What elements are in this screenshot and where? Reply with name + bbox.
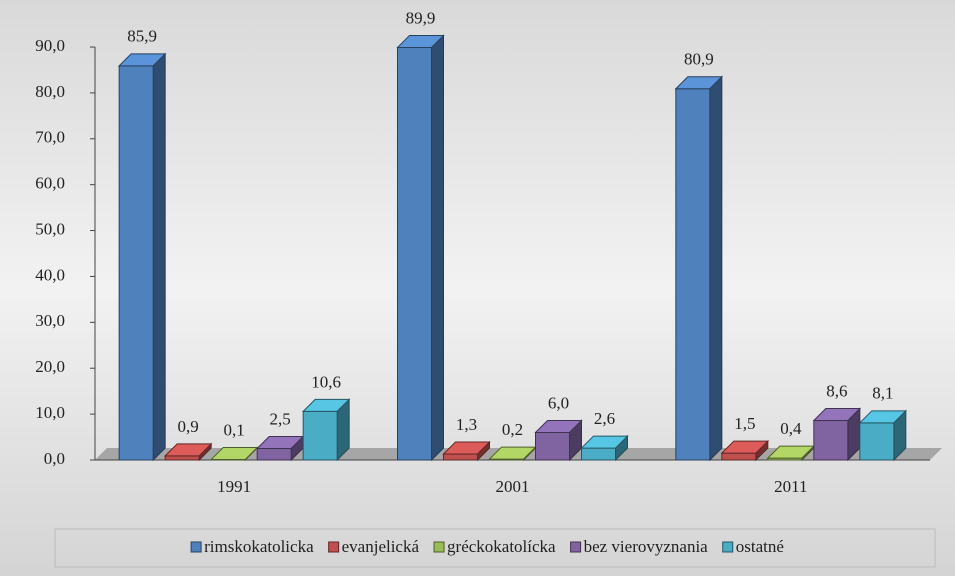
- y-tick-label: 60,0: [35, 174, 65, 193]
- data-label: 0,9: [178, 417, 199, 436]
- bar: [675, 88, 711, 461]
- y-tick-label: 0,0: [44, 449, 65, 468]
- bar-side: [152, 52, 166, 462]
- data-label: 0,2: [502, 420, 523, 439]
- legend-swatch: [190, 541, 202, 553]
- bar-side: [709, 75, 723, 462]
- y-tick-label: 20,0: [35, 357, 65, 376]
- legend-swatch: [328, 541, 340, 553]
- bar-top: [117, 53, 167, 67]
- bar-top: [396, 34, 445, 48]
- data-label: 1,5: [734, 414, 755, 433]
- legend-label: gréckokatolícka: [447, 537, 556, 556]
- legend-label: evanjelická: [342, 537, 420, 556]
- data-label: 10,6: [311, 372, 341, 391]
- bar-top: [812, 408, 862, 422]
- y-tick-label: 10,0: [35, 403, 65, 422]
- y-tick-label: 30,0: [35, 311, 65, 330]
- data-label: 1,3: [456, 415, 477, 434]
- bar-top: [674, 76, 724, 90]
- bar: [443, 453, 478, 461]
- legend-label: ostatné: [736, 537, 784, 556]
- bar-top: [534, 419, 583, 433]
- bar: [535, 431, 570, 461]
- legend-swatch: [433, 541, 445, 553]
- bar-top: [442, 441, 491, 455]
- legend-box: [54, 528, 936, 568]
- y-tick-label: 50,0: [35, 219, 65, 238]
- y-tick-label: 80,0: [35, 82, 65, 101]
- bar: [721, 452, 757, 461]
- data-label: 0,4: [780, 419, 802, 438]
- bar-top: [720, 440, 770, 454]
- data-label: 0,1: [224, 420, 245, 439]
- legend-swatch: [570, 541, 582, 553]
- bar-top: [209, 447, 259, 461]
- data-label: 85,9: [127, 27, 157, 46]
- x-tick-label: 1991: [217, 477, 251, 496]
- bar: [581, 447, 616, 461]
- bar-top: [858, 410, 908, 424]
- data-label: 8,6: [826, 381, 847, 400]
- legend-swatch: [722, 541, 734, 553]
- bar: [813, 420, 849, 461]
- bar-side: [431, 34, 444, 462]
- x-tick-label: 2001: [496, 477, 530, 496]
- y-tick-label: 40,0: [35, 265, 65, 284]
- data-label: 80,9: [684, 50, 714, 69]
- y-tick-label: 70,0: [35, 128, 65, 147]
- data-label: 6,0: [548, 393, 569, 412]
- bar: [397, 46, 432, 461]
- x-tick-label: 2011: [774, 477, 807, 496]
- bar: [859, 422, 895, 461]
- legend-label: bez vierovyznania: [584, 537, 709, 556]
- bar: [164, 455, 200, 461]
- data-label: 89,9: [406, 8, 436, 27]
- bar: [256, 448, 292, 461]
- data-label: 2,5: [270, 409, 291, 428]
- bar: [302, 410, 338, 461]
- data-label: 8,1: [872, 384, 893, 403]
- legend-label: rimskokatolicka: [204, 537, 314, 556]
- bar-top: [580, 435, 629, 449]
- bar-top: [163, 443, 213, 457]
- bar-top: [301, 398, 351, 412]
- bar: [118, 65, 154, 461]
- y-tick-label: 90,0: [35, 36, 65, 55]
- data-label: 2,6: [594, 409, 615, 428]
